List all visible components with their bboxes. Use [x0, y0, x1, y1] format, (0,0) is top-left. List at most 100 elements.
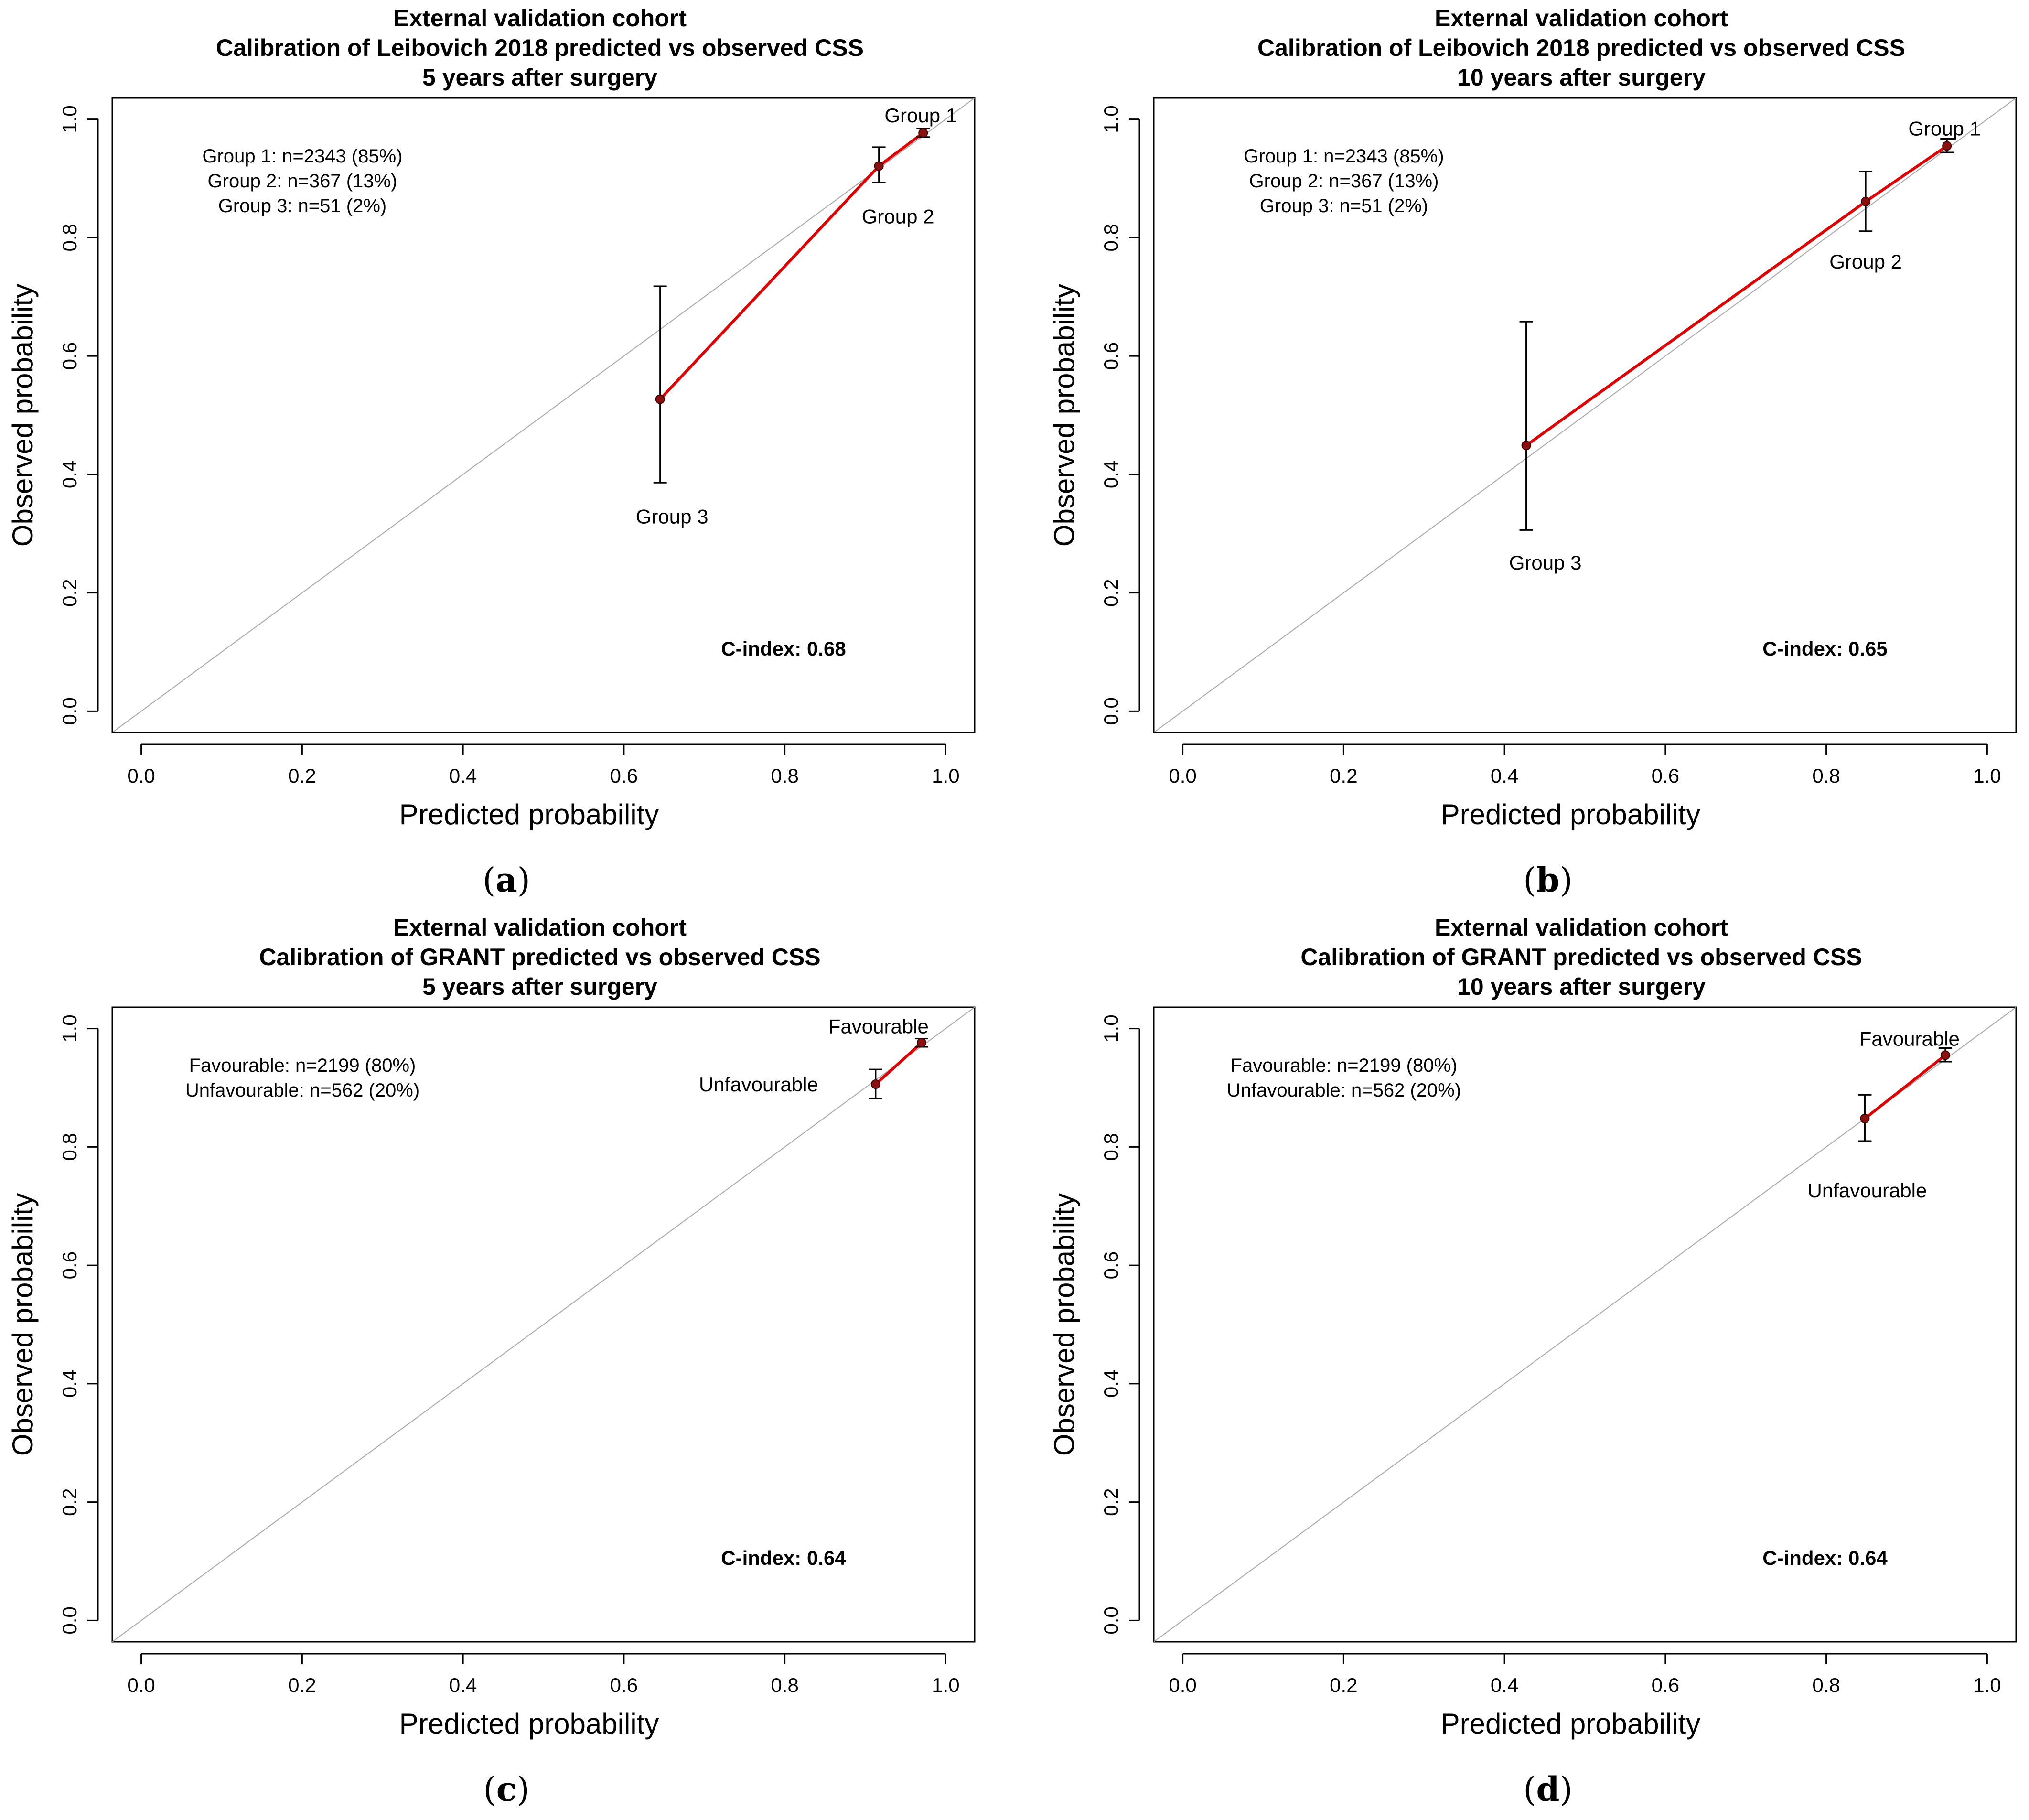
plot-frame — [1153, 1006, 2017, 1643]
chart-title-line: Calibration of Leibovich 2018 predicted … — [216, 34, 864, 61]
point-label: Favourable — [1859, 1027, 1960, 1050]
x-tick-label: 0.2 — [1330, 765, 1357, 787]
x-tick-label: 0.8 — [1812, 765, 1840, 787]
reference-diagonal-line — [112, 1007, 975, 1642]
x-tick-label: 1.0 — [1973, 765, 2001, 787]
calibration-point — [874, 161, 884, 171]
y-tick-label: 0.4 — [1100, 1370, 1122, 1398]
y-axis-title: Observed probability — [1048, 284, 1080, 547]
point-label: Group 1 — [1908, 117, 1981, 140]
caption-letter-c: c — [496, 1769, 517, 1809]
caption-letter-a: a — [495, 860, 517, 900]
chart-title-line: Calibration of GRANT predicted vs observ… — [1300, 944, 1862, 970]
calibration-point — [1521, 441, 1531, 451]
calibration-chart-c: External validation cohort Calibration of… — [7, 914, 976, 1740]
y-axis-title: Observed probability — [1048, 1193, 1080, 1456]
calibration-chart-d: External validation cohort Calibration of… — [1048, 914, 2017, 1740]
y-tick-label: 0.2 — [58, 579, 81, 606]
x-tick-label: 0.4 — [449, 765, 477, 787]
plot-frame — [1153, 97, 2017, 733]
chart-title-line: Calibration of Leibovich 2018 predicted … — [1257, 34, 1905, 61]
group-size-legend-line: Unfavourable: n=562 (20%) — [185, 1080, 419, 1101]
chart-title-line: 10 years after surgery — [1457, 64, 1706, 91]
y-tick-label: 1.0 — [58, 1014, 81, 1042]
y-tick-label: 0.0 — [58, 697, 81, 725]
y-tick-label: 0.8 — [1100, 224, 1122, 251]
caption-letter-d: d — [1536, 1769, 1560, 1809]
group-size-legend-line: Group 3: n=51 (2%) — [218, 195, 386, 216]
y-tick-label: 0.2 — [58, 1488, 81, 1516]
calibration-point — [1942, 141, 1952, 151]
calibration-point — [916, 1038, 926, 1048]
x-tick-label: 0.0 — [1169, 765, 1196, 787]
calibration-point — [870, 1079, 880, 1089]
panel-c: External validation cohort Calibration of… — [0, 909, 1013, 1817]
calibration-line — [874, 1042, 923, 1086]
x-tick-label: 0.2 — [1330, 1674, 1357, 1696]
caption-a: (a) — [483, 860, 530, 900]
x-tick-label: 1.0 — [932, 1674, 959, 1696]
chart-title-line: External validation cohort — [393, 5, 687, 32]
x-axis-title: Predicted probability — [399, 798, 659, 830]
y-tick-label: 0.0 — [1100, 697, 1122, 725]
point-label: Group 1 — [884, 104, 957, 127]
x-tick-label: 1.0 — [1973, 1674, 2001, 1696]
group-size-legend-line: Group 1: n=2343 (85%) — [202, 146, 402, 167]
calibration-point — [1940, 1050, 1950, 1060]
caption-letter-b: b — [1536, 860, 1560, 900]
chart-title-line: 10 years after surgery — [1457, 973, 1706, 1000]
y-tick-label: 0.0 — [58, 1606, 81, 1634]
y-tick-label: 0.4 — [58, 1370, 81, 1398]
plot-frame — [111, 97, 976, 733]
caption-d: (d) — [1523, 1769, 1573, 1809]
chart-title-line: 5 years after surgery — [422, 973, 657, 1000]
panel-b: External validation cohort Calibration of… — [1041, 0, 2029, 908]
point-label: Group 3 — [1509, 551, 1582, 574]
y-tick-label: 0.2 — [1100, 1488, 1122, 1516]
y-tick-label: 0.6 — [58, 342, 81, 370]
y-tick-label: 0.4 — [1100, 461, 1122, 488]
y-tick-label: 1.0 — [1100, 1014, 1122, 1042]
x-tick-label: 0.0 — [127, 1674, 155, 1696]
x-tick-label: 0.6 — [610, 1674, 638, 1696]
x-tick-label: 0.8 — [771, 1674, 798, 1696]
plot-frame — [111, 1006, 976, 1643]
y-tick-label: 0.8 — [58, 224, 81, 251]
c-index-label: C-index: 0.65 — [1762, 637, 1887, 660]
group-size-legend-line: Group 2: n=367 (13%) — [208, 171, 397, 192]
y-tick-label: 0.8 — [58, 1133, 81, 1161]
c-index-label: C-index: 0.64 — [1762, 1547, 1888, 1569]
x-tick-label: 0.2 — [288, 765, 316, 787]
c-index-label: C-index: 0.64 — [721, 1547, 846, 1569]
chart-title-line: Calibration of GRANT predicted vs observ… — [259, 944, 820, 970]
group-size-legend-line: Favourable: n=2199 (80%) — [1231, 1055, 1458, 1076]
y-tick-label: 0.0 — [1100, 1606, 1122, 1634]
y-tick-label: 0.6 — [1100, 342, 1122, 370]
x-axis-title: Predicted probability — [1441, 798, 1701, 830]
y-tick-label: 0.6 — [1100, 1251, 1122, 1279]
point-label: Unfavourable — [1808, 1179, 1927, 1202]
y-tick-label: 0.8 — [1100, 1133, 1122, 1161]
x-tick-label: 0.0 — [1169, 1674, 1196, 1696]
x-tick-label: 0.6 — [610, 765, 638, 787]
y-axis-title: Observed probability — [7, 284, 39, 547]
group-size-legend-line: Group 3: n=51 (2%) — [1260, 195, 1428, 216]
y-axis-title: Observed probability — [7, 1193, 39, 1456]
x-tick-label: 0.6 — [1652, 765, 1679, 787]
x-axis-title: Predicted probability — [1441, 1708, 1701, 1740]
y-tick-label: 1.0 — [1100, 105, 1122, 133]
c-index-label: C-index: 0.68 — [721, 637, 846, 660]
y-tick-label: 0.6 — [58, 1251, 81, 1279]
y-tick-label: 1.0 — [58, 105, 81, 133]
group-size-legend-line: Unfavourable: n=562 (20%) — [1227, 1080, 1461, 1101]
x-tick-label: 0.0 — [127, 765, 155, 787]
x-tick-label: 0.4 — [1491, 765, 1518, 787]
chart-title-line: External validation cohort — [393, 914, 687, 941]
chart-title-line: 5 years after surgery — [422, 64, 657, 91]
point-label: Group 2 — [862, 205, 934, 227]
x-axis-title: Predicted probability — [399, 1708, 659, 1740]
caption-b: (b) — [1523, 860, 1573, 900]
panel-a: External validation cohort Calibration of… — [0, 0, 1013, 908]
